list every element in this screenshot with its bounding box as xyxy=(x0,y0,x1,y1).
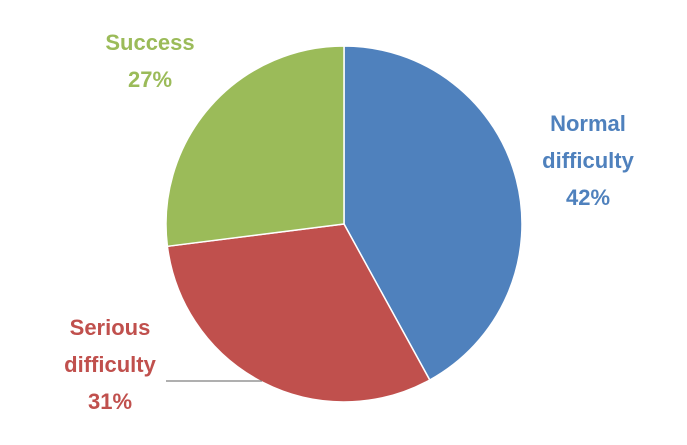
pie-slice-normal-difficulty xyxy=(343,45,523,381)
pie-slices xyxy=(165,45,523,403)
data-label-line: Serious xyxy=(70,315,151,340)
data-label-success: Success 27% xyxy=(105,30,194,92)
data-label-line: difficulty xyxy=(64,352,156,377)
data-label-normal-difficulty: Normal difficulty 42% xyxy=(542,111,634,210)
data-label-line: Normal xyxy=(550,111,626,136)
data-label-line: Success xyxy=(105,30,194,55)
data-label-value: 42% xyxy=(566,185,610,210)
data-label-line: difficulty xyxy=(542,148,634,173)
data-label-value: 27% xyxy=(128,67,172,92)
data-label-serious-difficulty: Serious difficulty 31% xyxy=(64,315,156,414)
pie-slice-serious-difficulty xyxy=(166,223,431,403)
pie-slice-success xyxy=(165,45,345,248)
data-labels: Normal difficulty 42%Serious difficulty 31%S… xyxy=(64,30,634,414)
data-label-value: 31% xyxy=(88,389,132,414)
